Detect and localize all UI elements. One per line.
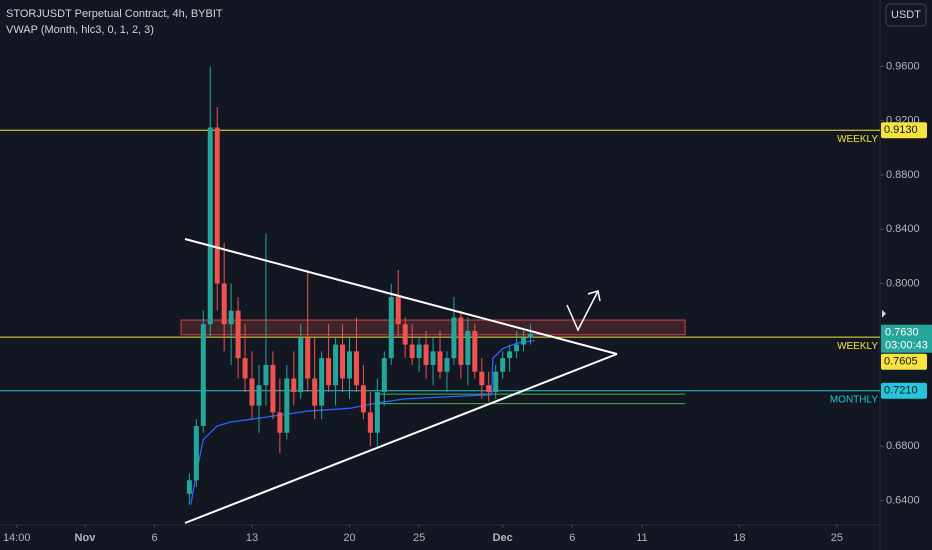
candle-body xyxy=(444,358,450,372)
level-name: WEEKLY xyxy=(837,341,878,352)
candle-body xyxy=(500,358,506,372)
level-name: WEEKLY xyxy=(837,134,878,145)
candle-body xyxy=(284,378,290,433)
candle-body xyxy=(235,310,241,359)
x-tick-label: 6 xyxy=(569,532,575,544)
candle-body xyxy=(214,127,220,284)
candle-body xyxy=(437,351,443,372)
arrow-head xyxy=(587,290,601,302)
candle-body xyxy=(458,317,464,365)
candle-body xyxy=(465,331,471,365)
level-tag-label: 0.7210 xyxy=(884,385,918,397)
axis-layer: 0.64000.68000.80000.84000.88000.92000.96… xyxy=(3,60,932,544)
x-tick-label: 14:00 xyxy=(3,532,31,544)
candle-body xyxy=(367,412,373,433)
candle-body xyxy=(479,371,485,386)
candle-body xyxy=(402,324,408,345)
x-tick-label: 11 xyxy=(636,532,647,544)
candle-body xyxy=(430,351,436,365)
level-name: MONTHLY xyxy=(830,394,878,405)
triangle-lower xyxy=(184,353,618,524)
arrow xyxy=(566,290,599,332)
vwap-line xyxy=(190,339,535,505)
candle-body xyxy=(381,358,387,393)
y-tick-label: 0.8400 xyxy=(886,223,920,235)
candle-body xyxy=(228,310,234,325)
candle-body xyxy=(346,351,352,379)
candle-body xyxy=(298,337,304,393)
candle-body xyxy=(326,358,332,386)
candle-body xyxy=(528,333,534,338)
level-tag xyxy=(881,353,927,370)
current-price-tag xyxy=(881,324,932,353)
candle-body xyxy=(186,480,192,494)
candle-body xyxy=(270,364,276,413)
y-tick-label: 0.6400 xyxy=(886,494,920,506)
current-price-label: 0.7630 xyxy=(885,327,919,339)
y-tick-label: 0.8000 xyxy=(886,277,920,289)
candle-body xyxy=(256,385,262,406)
candle-body xyxy=(242,358,248,379)
current-price-marker xyxy=(882,309,886,318)
candle-body xyxy=(263,364,269,386)
level-tag xyxy=(881,382,927,399)
candle-body xyxy=(249,378,255,406)
currency-button[interactable] xyxy=(885,3,927,27)
level-tag xyxy=(881,122,927,139)
triangle-upper xyxy=(184,238,618,355)
candle-body xyxy=(193,425,199,481)
candle-body xyxy=(360,385,366,413)
candle-body xyxy=(507,351,513,359)
candle-body xyxy=(409,344,415,359)
candle-body xyxy=(200,324,206,426)
x-tick-label: Nov xyxy=(75,532,97,544)
chart-title: STORJUSDT Perpetual Contract, 4h, BYBIT xyxy=(6,8,223,20)
candle-body xyxy=(291,378,297,393)
indicator-label: VWAP (Month, hlc3, 0, 1, 2, 3) xyxy=(6,24,154,36)
plot-area xyxy=(0,66,880,505)
candle-body xyxy=(451,317,457,359)
candle-body xyxy=(514,344,520,352)
x-tick-label: 18 xyxy=(733,532,745,544)
candle-body xyxy=(486,385,492,393)
candle-body xyxy=(395,297,401,325)
candle-body xyxy=(521,337,527,345)
candle-body xyxy=(353,351,359,386)
candle-body xyxy=(423,344,429,365)
candle-body xyxy=(340,344,346,379)
candle-body xyxy=(312,378,318,406)
y-tick-label: 0.9600 xyxy=(886,60,920,72)
candle-body xyxy=(305,337,311,379)
candle-body xyxy=(319,358,325,406)
level-tag-label: 0.9130 xyxy=(884,124,918,136)
x-tick-label: 6 xyxy=(151,532,157,544)
candle-body xyxy=(277,412,283,433)
candle-body xyxy=(472,331,478,372)
level-tag-label: 0.7605 xyxy=(884,356,918,368)
x-tick-label: 25 xyxy=(831,532,843,544)
candle-body xyxy=(493,371,499,393)
candle-body xyxy=(388,297,394,359)
candle-body xyxy=(221,283,227,325)
candle-body xyxy=(207,127,213,325)
candle-body xyxy=(374,392,380,433)
y-tick-label: 0.6800 xyxy=(886,440,920,452)
x-tick-label: 13 xyxy=(246,532,258,544)
x-tick-label: 25 xyxy=(413,532,425,544)
resistance-zone xyxy=(180,319,686,336)
candle-body xyxy=(416,344,422,359)
candle-body xyxy=(333,344,339,386)
currency-label[interactable]: USDT xyxy=(891,9,921,21)
x-tick-label: 20 xyxy=(343,532,355,544)
countdown-label: 03:00:43 xyxy=(885,340,928,352)
x-tick-label: Dec xyxy=(493,532,513,544)
y-tick-label: 0.8800 xyxy=(886,169,920,181)
